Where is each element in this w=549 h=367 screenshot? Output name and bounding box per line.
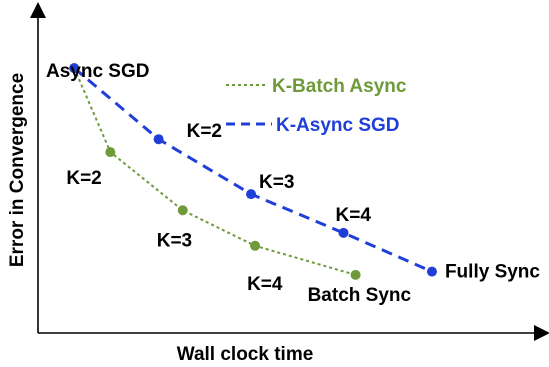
- point-label-k-batch-async-1: K=2: [66, 168, 101, 189]
- series-line-k-batch-async: [73, 67, 356, 276]
- legend: K-Batch Async K-Async SGD: [226, 76, 407, 136]
- data-point-k-async-sgd-0: [69, 63, 80, 74]
- series-layer: K=2 K=3 K=4 Batch Sync K=2 K=3 K=4 Fully Sync: [66, 63, 540, 306]
- data-point-k-batch-async-2: [177, 205, 188, 216]
- legend-label-k-async-sgd: K-Async SGD: [276, 115, 400, 136]
- point-label-k-async-sgd-1: K=2: [187, 121, 222, 142]
- data-point-k-async-sgd-2: [246, 189, 257, 200]
- data-point-k-async-sgd-3: [338, 227, 349, 238]
- point-label-k-async-sgd-4: Fully Sync: [445, 262, 540, 283]
- series-k-batch-async: K=2 K=3 K=4 Batch Sync: [66, 63, 411, 306]
- point-label-k-async-sgd-3: K=4: [336, 205, 372, 226]
- point-label-k-batch-async-2: K=3: [157, 230, 192, 251]
- legend-item-k-async-sgd: K-Async SGD: [226, 115, 400, 136]
- legend-item-k-batch-async: K-Batch Async: [226, 76, 407, 97]
- legend-label-k-batch-async: K-Batch Async: [272, 76, 407, 97]
- point-label-k-batch-async-3: K=4: [247, 274, 283, 295]
- data-point-k-async-sgd-4: [426, 266, 437, 277]
- annotation-async-sgd: Async SGD: [46, 61, 149, 82]
- y-axis-label: Error in Convergence: [7, 73, 28, 267]
- data-point-k-batch-async-3: [250, 240, 261, 251]
- series-line-k-async-sgd: [73, 66, 433, 273]
- data-point-k-batch-async-4: [350, 269, 361, 280]
- point-label-k-async-sgd-2: K=3: [259, 172, 294, 193]
- point-label-k-batch-async-4: Batch Sync: [308, 285, 412, 306]
- data-point-k-async-sgd-1: [153, 134, 164, 145]
- x-axis-label: Wall clock time: [177, 344, 314, 365]
- data-point-k-batch-async-1: [105, 147, 116, 158]
- axes: [30, 2, 549, 341]
- series-k-async-sgd: K=2 K=3 K=4 Fully Sync: [69, 63, 540, 283]
